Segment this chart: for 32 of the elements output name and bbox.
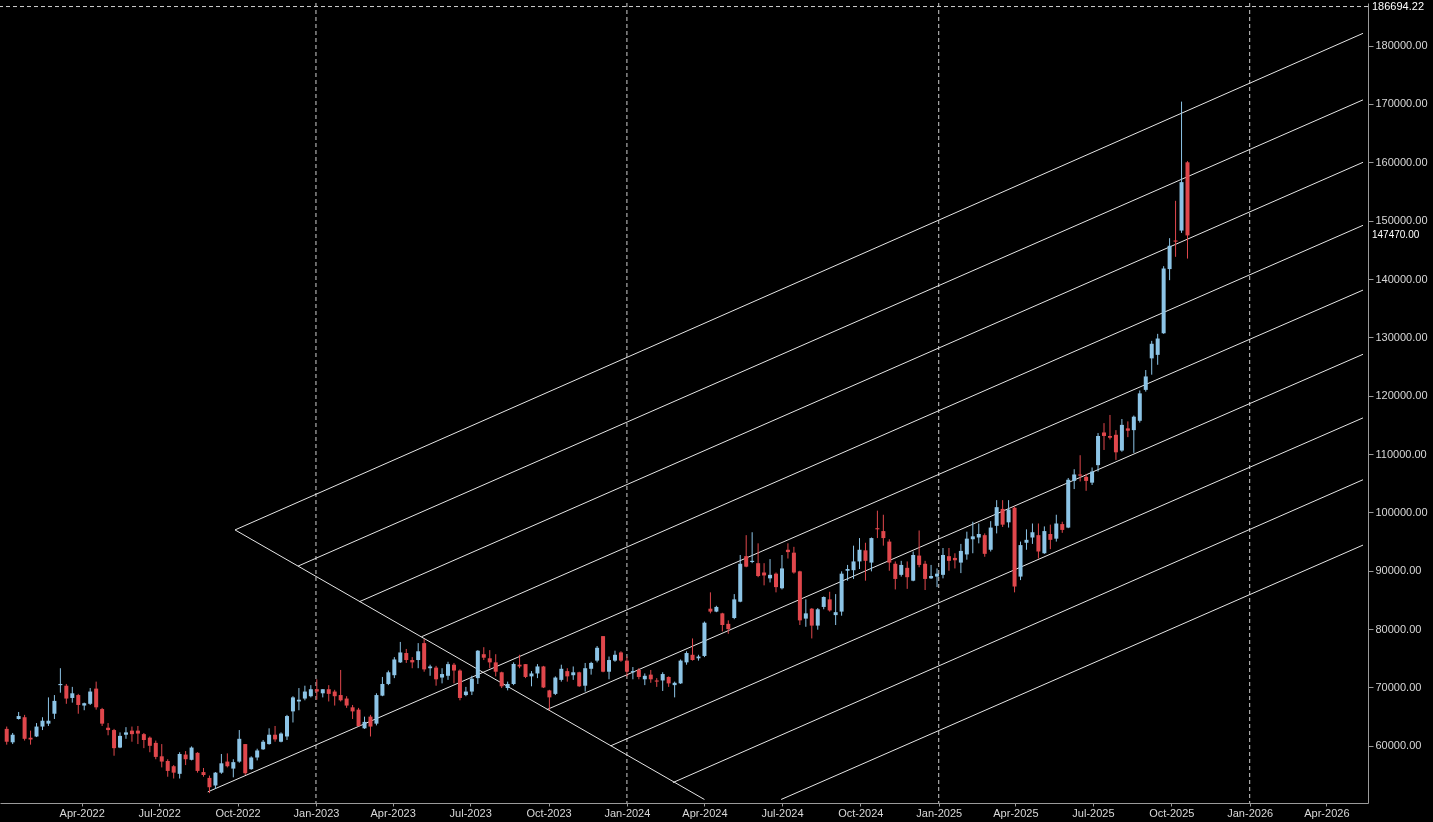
x-tick-label: Jul-2024 — [761, 806, 804, 819]
y-tick-label: 90000.00 — [1375, 564, 1422, 577]
x-tick-label: Jul-2023 — [449, 806, 492, 819]
ref-line-label: 186694.22 — [1372, 0, 1424, 12]
x-tick-label: Oct-2025 — [1149, 806, 1195, 819]
y-tick-label: 110000.00 — [1375, 447, 1427, 460]
y-tick-label: 180000.00 — [1375, 39, 1428, 52]
x-tick-label: Oct-2023 — [526, 806, 572, 819]
x-tick-label: Apr-2022 — [59, 806, 105, 819]
y-tick-label: 60000.00 — [1375, 739, 1422, 752]
x-tick-label: Oct-2024 — [838, 806, 884, 819]
y-tick-label: 150000.00 — [1375, 214, 1428, 227]
x-tick-label: Apr-2025 — [993, 806, 1039, 819]
x-tick-label: Jan-2023 — [293, 806, 340, 819]
x-tick-label: Oct-2022 — [215, 806, 261, 819]
y-tick-label: 160000.00 — [1375, 155, 1428, 168]
x-tick-label: Jan-2024 — [604, 806, 651, 819]
y-tick-label: 100000.00 — [1375, 505, 1428, 518]
y-tick-label: 70000.00 — [1375, 680, 1422, 693]
y-tick-label: 130000.00 — [1375, 330, 1428, 343]
x-tick-label: Jan-2025 — [916, 806, 963, 819]
x-tick-label: Apr-2024 — [682, 806, 728, 819]
y-tick-label: 170000.00 — [1375, 97, 1428, 110]
x-tick-label: Apr-2023 — [370, 806, 416, 819]
x-tick-label: Jul-2025 — [1072, 806, 1115, 819]
x-tick-label: Jul-2022 — [138, 806, 181, 819]
x-tick-label: Apr-2026 — [1304, 806, 1350, 819]
y-tick-label: 140000.00 — [1375, 272, 1428, 285]
y-tick-label: 120000.00 — [1375, 389, 1428, 402]
text: 147470.00 — [1372, 229, 1420, 241]
x-tick-label: Jan-2026 — [1227, 806, 1274, 819]
y-tick-label: 80000.00 — [1375, 622, 1422, 635]
